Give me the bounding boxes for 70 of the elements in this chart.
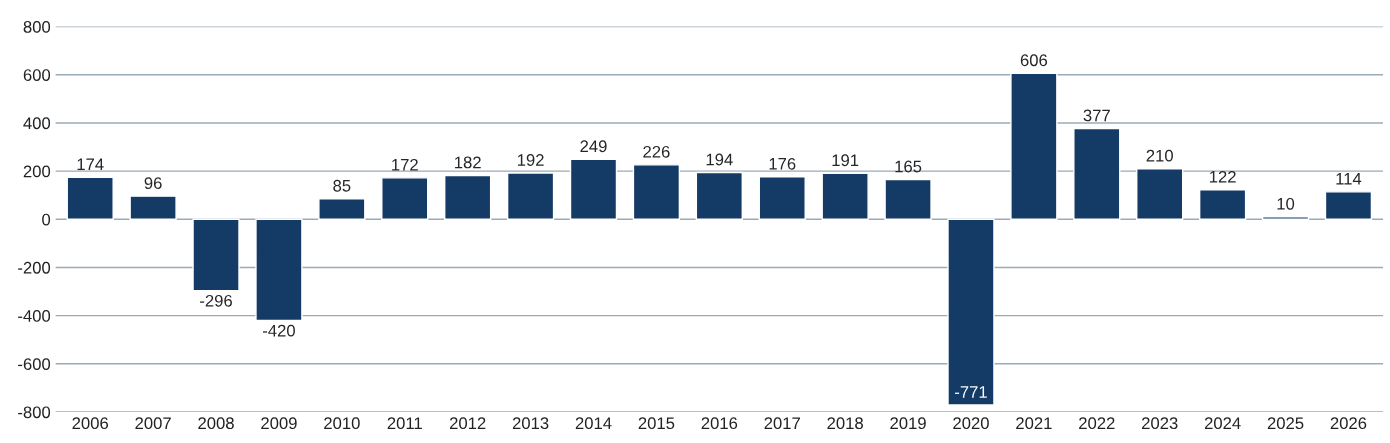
- data-label: 85: [333, 179, 351, 192]
- data-label: 114: [1336, 173, 1362, 185]
- data-label: 210: [1146, 149, 1173, 162]
- x-tick-label: 2021: [1016, 417, 1052, 430]
- y-tick-label: 0: [42, 213, 51, 226]
- bar: [129, 195, 177, 220]
- bar: [758, 176, 806, 220]
- x-tick-label: 2016: [701, 417, 738, 430]
- bar: [569, 158, 618, 220]
- data-label: 122: [1209, 170, 1236, 183]
- y-tick-label: 200: [23, 165, 51, 178]
- data-label: 377: [1083, 109, 1110, 122]
- data-label: -420: [263, 324, 295, 337]
- y-tick-label: 600: [23, 69, 51, 81]
- x-tick-label: 2012: [449, 417, 486, 430]
- x-tick-label: 2019: [890, 417, 926, 430]
- y-tick-label: -800: [18, 406, 51, 419]
- x-tick-label: 2017: [764, 417, 800, 430]
- bar: [444, 174, 492, 220]
- data-label: 165: [895, 160, 922, 173]
- x-tick-label: 2014: [575, 417, 612, 430]
- data-label: 191: [832, 154, 859, 167]
- data-label: 174: [77, 158, 104, 171]
- bar: [1261, 216, 1310, 220]
- data-label: 192: [517, 154, 544, 166]
- x-tick-label: 2020: [953, 417, 989, 430]
- bar: [318, 198, 366, 220]
- bar: [1136, 168, 1184, 220]
- x-tick-label: 2010: [324, 417, 360, 430]
- bar: [632, 164, 681, 220]
- bar: [947, 218, 995, 406]
- x-tick-label: 2023: [1142, 417, 1178, 430]
- x-tick-label: 2011: [387, 417, 422, 430]
- bar: [381, 177, 429, 220]
- data-label: 172: [392, 158, 418, 171]
- data-label: 182: [455, 156, 481, 169]
- y-tick-label: 400: [23, 117, 51, 130]
- x-tick-label: 2013: [512, 417, 549, 430]
- x-tick-label: 2007: [135, 417, 171, 430]
- data-label: 10: [1277, 197, 1295, 210]
- bar: [884, 178, 932, 220]
- data-label: 226: [643, 145, 670, 158]
- data-label: 606: [1020, 54, 1048, 67]
- y-tick-label: -200: [18, 261, 51, 274]
- bar: [506, 172, 555, 220]
- y-tick-label: -600: [18, 358, 51, 371]
- data-label: 96: [144, 177, 162, 190]
- x-tick-label: 2018: [827, 417, 863, 430]
- x-tick-label: 2026: [1330, 417, 1367, 430]
- y-tick-label: 800: [23, 20, 51, 33]
- bar: [821, 172, 869, 220]
- x-tick-label: 2024: [1204, 417, 1241, 430]
- x-tick-label: 2006: [72, 417, 109, 430]
- x-tick-label: 2009: [261, 417, 297, 430]
- bar: [66, 176, 114, 220]
- x-tick-label: 2008: [198, 417, 234, 430]
- bar: [1073, 127, 1121, 220]
- x-tick-label: 2015: [638, 417, 675, 430]
- data-label: -771: [955, 386, 987, 398]
- x-tick-label: 2025: [1267, 417, 1304, 430]
- data-label: 194: [706, 153, 733, 166]
- data-label: -296: [200, 294, 232, 307]
- bar: [1198, 189, 1247, 220]
- data-label: 249: [580, 140, 607, 153]
- bar: [1324, 191, 1373, 220]
- bar: [1010, 72, 1058, 220]
- y-tick-label: -400: [18, 310, 51, 322]
- data-label: 176: [769, 157, 796, 170]
- bar: [695, 171, 743, 220]
- x-tick-label: 2022: [1079, 417, 1115, 430]
